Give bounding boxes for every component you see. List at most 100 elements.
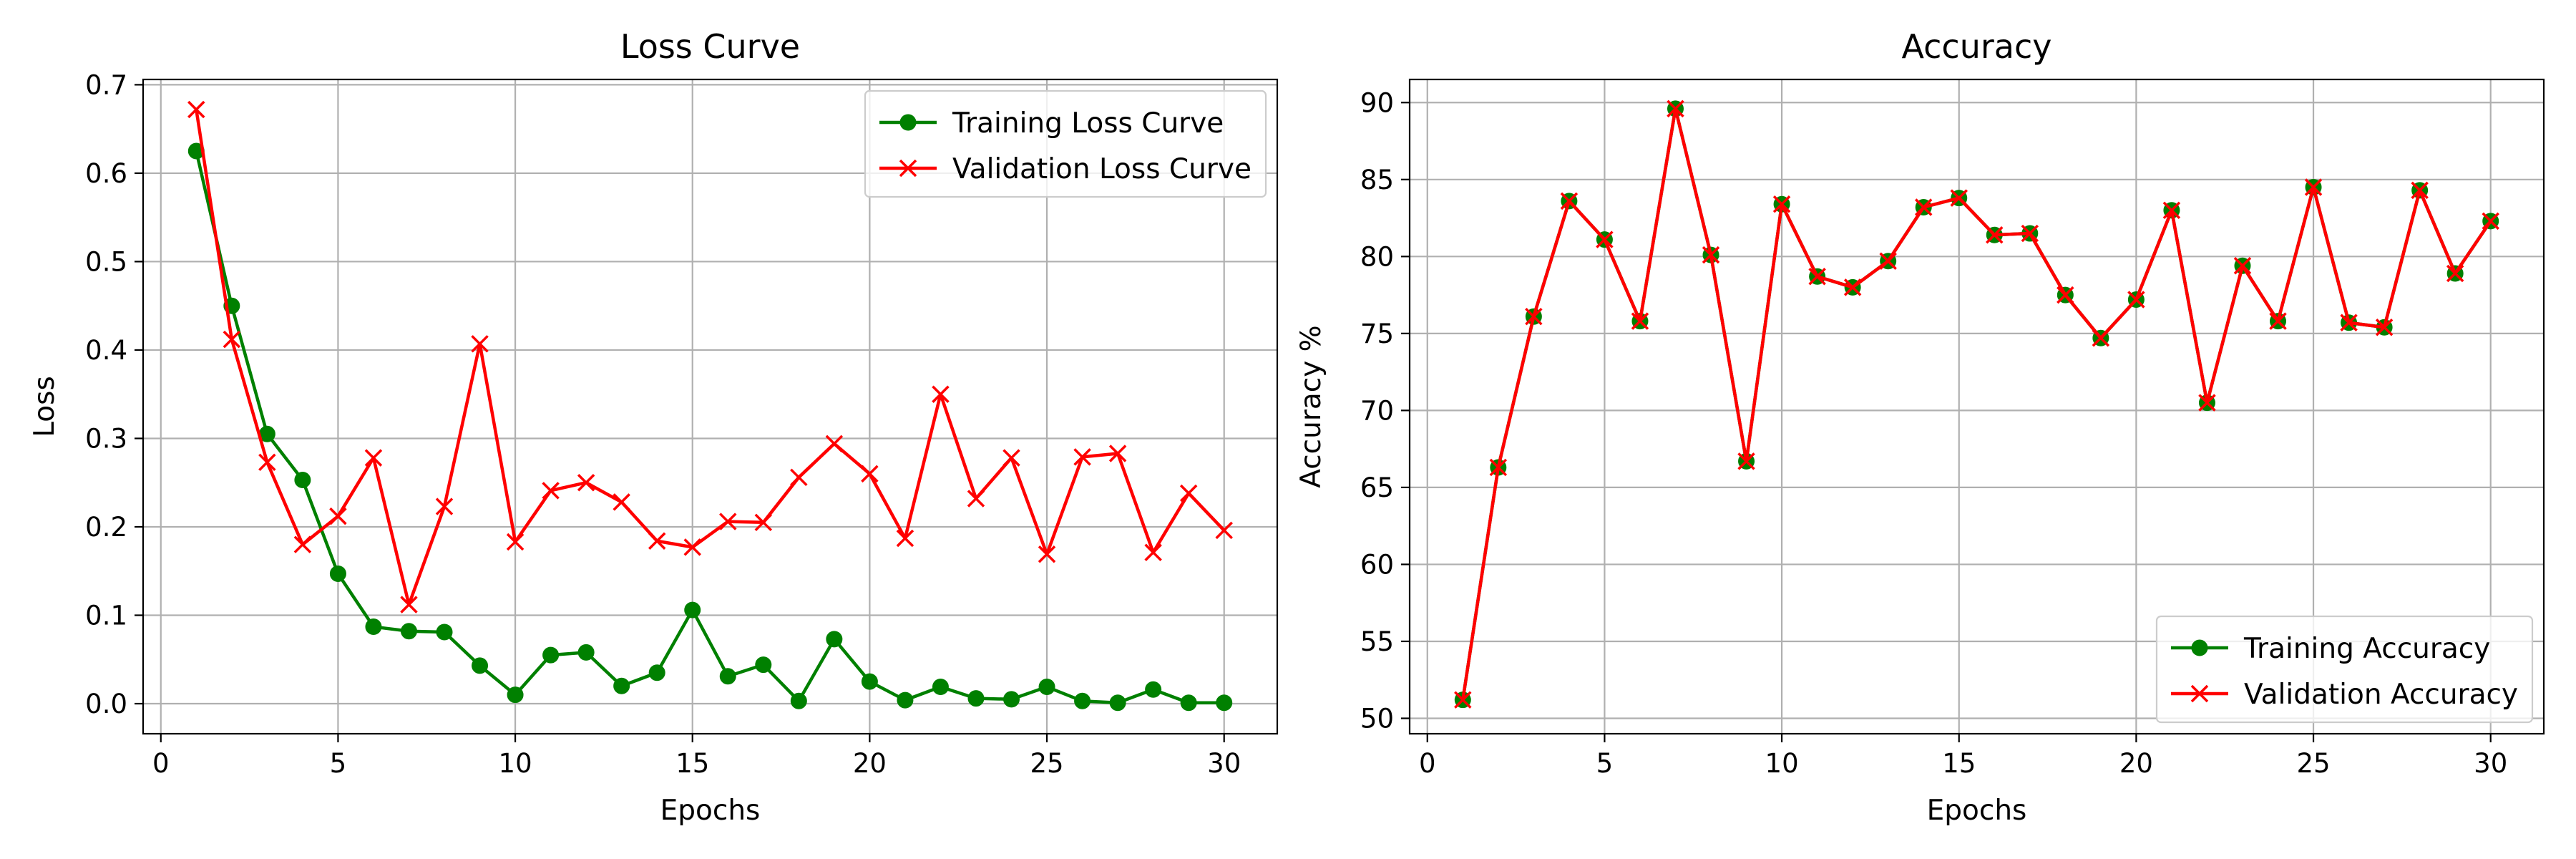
data-point	[719, 668, 736, 685]
data-point-stroke-b	[542, 482, 560, 500]
data-point	[507, 686, 524, 704]
data-point-stroke-b	[1144, 543, 1162, 562]
y-tick-label: 0.0	[85, 689, 127, 719]
data-point-stroke-b	[1179, 484, 1198, 503]
data-point	[542, 482, 560, 500]
data-point	[294, 472, 311, 489]
data-point	[648, 664, 665, 681]
data-point-stroke-b	[1038, 545, 1056, 563]
legend-label-validation-accuracy: Validation Accuracy	[2244, 679, 2518, 711]
y-tick-label: 70	[1360, 395, 1394, 426]
data-point	[1986, 225, 2004, 244]
data-point-stroke-b	[1914, 198, 1933, 216]
data-point	[1215, 521, 1233, 540]
data-point	[861, 465, 879, 483]
data-point	[932, 679, 949, 696]
data-point-stroke-b	[1596, 230, 1614, 248]
y-tick-label: 85	[1360, 165, 1394, 195]
data-point	[896, 529, 914, 548]
data-point	[613, 677, 630, 694]
data-point-stroke-b	[293, 535, 312, 553]
data-point-stroke-b	[1560, 192, 1579, 210]
data-point	[613, 493, 630, 511]
data-point	[719, 513, 737, 530]
x-tick-label: 5	[330, 748, 347, 779]
data-point	[790, 468, 808, 487]
loss-chart: 0 5 10 15 20 25 30 0.0 0.1 0.2 0.3 0.4 0.5 0.6 0.7 Los…	[29, 27, 1279, 827]
y-tick-label: 55	[1360, 626, 1394, 657]
y-tick-label: 0.5	[85, 246, 127, 277]
data-point	[1843, 278, 1862, 296]
data-point-stroke-b	[2162, 201, 2181, 220]
y-tick-label: 75	[1360, 319, 1394, 349]
data-point-stroke-b	[1772, 195, 1791, 213]
data-point	[577, 644, 595, 661]
data-point	[755, 656, 772, 674]
x-tick-label: 10	[499, 748, 532, 779]
data-point-stroke-b	[1950, 189, 1968, 207]
data-point-stroke-b	[1489, 458, 1508, 477]
data-point-stroke-b	[790, 468, 808, 487]
data-point-stroke-b	[967, 490, 985, 508]
data-point-stroke-b	[1631, 312, 1649, 330]
data-point	[825, 435, 844, 453]
x-tick-label: 0	[152, 748, 170, 779]
y-tick-label: 50	[1360, 703, 1394, 734]
legend-marker-validation-loss	[899, 159, 917, 178]
accuracy-chart-legend-box	[2155, 615, 2534, 724]
data-point	[258, 453, 276, 472]
data-point-stroke-b	[1879, 252, 1897, 271]
data-point-stroke-b	[2375, 319, 2394, 336]
data-point	[1003, 691, 1020, 708]
legend-entry-validation-accuracy: Validation Accuracy	[2170, 679, 2518, 711]
y-tick-label: 0.7	[85, 69, 127, 100]
y-tick-label: 90	[1360, 87, 1394, 118]
data-point	[2127, 291, 2145, 309]
y-tick-label: 0.4	[85, 335, 127, 366]
data-point	[967, 490, 985, 508]
loss-chart-legend-box	[864, 89, 1267, 198]
data-point-stroke-b	[2340, 314, 2358, 332]
data-point-stroke-b	[435, 498, 454, 515]
data-point	[2304, 178, 2323, 196]
data-point	[542, 646, 560, 664]
data-point	[1950, 189, 1968, 207]
legend-marker-symbol	[2191, 639, 2208, 656]
legend-marker-symbol	[2190, 684, 2209, 703]
legend-marker-symbol	[899, 159, 917, 178]
data-point	[1631, 312, 1649, 330]
x-tick-label: 15	[1942, 748, 1976, 779]
data-point-stroke-b	[613, 493, 630, 511]
data-point	[2198, 394, 2216, 412]
data-point	[2233, 256, 2252, 275]
data-point	[861, 673, 878, 690]
x-tick-label: 30	[2474, 748, 2507, 779]
loss-chart-ticks: 0 5 10 15 20 25 30 0.0 0.1 0.2 0.3 0.4 0.5 0.6 0.7	[85, 69, 1241, 779]
data-point	[2375, 319, 2394, 336]
data-point	[790, 692, 807, 709]
data-point	[506, 533, 525, 551]
accuracy-chart-y-axis-label: Accuracy %	[1295, 325, 1327, 488]
loss-chart-axes-frame	[142, 78, 1279, 735]
data-point	[400, 623, 417, 640]
data-point	[435, 498, 454, 515]
data-point	[400, 596, 418, 613]
data-point	[1667, 100, 1684, 118]
data-point	[1109, 694, 1126, 712]
data-point	[365, 618, 382, 636]
data-point	[1914, 198, 1933, 216]
data-point	[2021, 224, 2039, 243]
x-tick-label: 20	[2119, 748, 2153, 779]
data-point	[648, 532, 666, 550]
accuracy-chart-title: Accuracy	[1901, 27, 2051, 66]
data-point	[1808, 268, 1826, 286]
legend-label-validation-loss: Validation Loss Curve	[952, 153, 1252, 185]
data-point	[2092, 329, 2110, 347]
data-point	[223, 330, 241, 349]
data-point-stroke-b	[1002, 449, 1020, 467]
data-point	[1180, 694, 1197, 712]
accuracy-chart-grid	[1410, 79, 2544, 734]
data-point	[2482, 212, 2499, 230]
legend-entry-training-loss: Training Loss Curve	[879, 107, 1224, 140]
data-point	[1560, 192, 1579, 210]
